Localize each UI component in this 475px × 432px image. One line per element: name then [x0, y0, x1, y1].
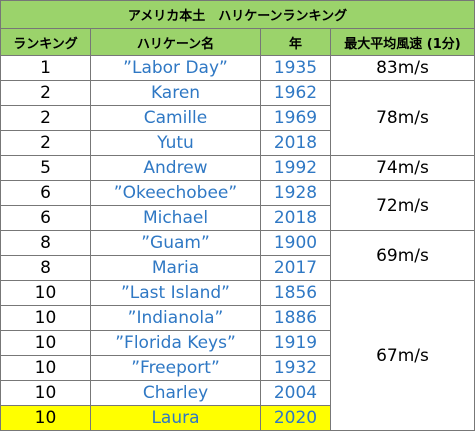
table-row: 2 Camille 1969 [0, 105, 475, 131]
year: 2018 [260, 205, 331, 231]
year: 1856 [260, 280, 331, 306]
rank: 8 [0, 230, 91, 256]
hurricane-name: ”Indianola” [90, 305, 261, 331]
rank: 2 [0, 105, 91, 131]
hurricane-name: ”Guam” [90, 230, 261, 256]
table-row: 2 Karen 1962 78m/s [0, 80, 475, 156]
year: 1962 [260, 80, 331, 106]
hurricane-name: ”Labor Day” [90, 55, 261, 81]
hurricane-name: Laura [90, 405, 261, 431]
table-row: 5 Andrew 1992 74m/s [0, 155, 475, 181]
max-wind-speed: 74m/s [330, 155, 475, 181]
rank: 10 [0, 355, 91, 381]
max-wind-speed: 67m/s [330, 280, 475, 431]
year: 1919 [260, 330, 331, 356]
table-row: 10 Laura 2020 [0, 405, 475, 431]
rank: 2 [0, 130, 91, 156]
max-wind-speed: 78m/s [330, 80, 475, 156]
max-wind-speed: 72m/s [330, 180, 475, 231]
rank: 10 [0, 305, 91, 331]
column-header: ランキング [0, 28, 91, 56]
rank: 6 [0, 180, 91, 206]
year: 1886 [260, 305, 331, 331]
rank: 10 [0, 405, 91, 431]
rank: 6 [0, 205, 91, 231]
year: 1992 [260, 155, 331, 181]
rank: 10 [0, 380, 91, 406]
hurricane-name: Camille [90, 105, 261, 131]
hurricane-name: Maria [90, 255, 261, 281]
year: 1969 [260, 105, 331, 131]
hurricane-name: Karen [90, 80, 261, 106]
hurricane-name: Charley [90, 380, 261, 406]
year: 2004 [260, 380, 331, 406]
max-wind-speed: 69m/s [330, 230, 475, 281]
rank: 5 [0, 155, 91, 181]
rank: 1 [0, 55, 91, 81]
max-wind-speed: 83m/s [330, 55, 475, 81]
year: 1928 [260, 180, 331, 206]
hurricane-name: ”Florida Keys” [90, 330, 261, 356]
table-row: 10 Charley 2004 [0, 380, 475, 406]
year: 2017 [260, 255, 331, 281]
column-header: 年 [260, 28, 331, 56]
hurricane-name: Yutu [90, 130, 261, 156]
hurricane-name: ”Freeport” [90, 355, 261, 381]
year: 1900 [260, 230, 331, 256]
table-row: 8 Maria 2017 [0, 255, 475, 281]
hurricane-name: ”Last Island” [90, 280, 261, 306]
table-row: 10 ”Indianola” 1886 [0, 305, 475, 331]
year: 1935 [260, 55, 331, 81]
hurricane-name: Andrew [90, 155, 261, 181]
table-row: 1 ”Labor Day” 1935 83m/s [0, 55, 475, 81]
table-row: 10 ”Last Island” 1856 67m/s [0, 280, 475, 431]
year: 2020 [260, 405, 331, 431]
table-row: 6 ”Okeechobee” 1928 72m/s [0, 180, 475, 231]
rank: 8 [0, 255, 91, 281]
column-header: ハリケーン名 [90, 28, 261, 56]
column-header: 最大平均風速 (1分) [330, 28, 475, 56]
rank: 10 [0, 330, 91, 356]
year: 2018 [260, 130, 331, 156]
rank: 2 [0, 80, 91, 106]
table-row: 10 ”Florida Keys” 1919 [0, 330, 475, 356]
hurricane-name: ”Okeechobee” [90, 180, 261, 206]
table-row: 8 ”Guam” 1900 69m/s [0, 230, 475, 281]
hurricane-name: Michael [90, 205, 261, 231]
year: 1932 [260, 355, 331, 381]
rank: 10 [0, 280, 91, 306]
table-title: アメリカ本土 ハリケーンランキング [0, 0, 475, 29]
